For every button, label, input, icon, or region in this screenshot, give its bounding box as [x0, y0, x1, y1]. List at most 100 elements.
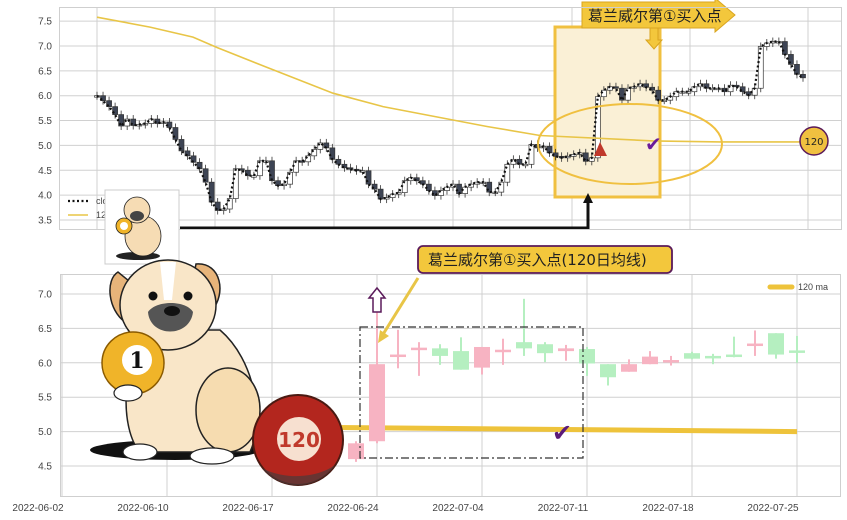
bottom-candle — [789, 350, 805, 353]
bottom-x-tick-label: 2022-06-17 — [222, 503, 274, 514]
top-candle — [788, 54, 794, 65]
arrow-head-icon — [583, 193, 593, 203]
top-candle — [601, 89, 607, 98]
pointer-arrow — [180, 200, 590, 230]
bottom-candle — [705, 355, 721, 359]
top-candle — [782, 41, 788, 55]
bottom-annotation-label: 葛兰威尔第①买入点(120日均线) — [417, 245, 673, 274]
top-candle — [528, 144, 535, 165]
bottom-x-tick-label: 2022-06-24 — [327, 503, 379, 514]
top-candle — [438, 190, 444, 196]
check-mark-icon: ✔ — [552, 419, 572, 447]
ma120-badge: 120 — [799, 126, 829, 156]
pointer-arrow — [380, 277, 420, 337]
top-plot-frame — [59, 7, 842, 230]
bottom-x-axis: 2022-06-02 2022-06-10 2022-06-17 2022-06-24… — [12, 503, 799, 514]
top-candle — [245, 169, 251, 177]
bottom-candle — [474, 346, 490, 368]
arrow-head-icon — [378, 330, 389, 343]
bottom-candle — [348, 443, 364, 460]
top-candle — [214, 201, 221, 211]
top-y-tick-label: 7.5 — [38, 17, 52, 28]
bottom-legend: 120 ma — [767, 282, 828, 292]
top-candle — [413, 177, 420, 182]
bottom-candle — [663, 360, 679, 363]
ball-120-icon: 120 — [252, 394, 344, 486]
bottom-candle — [495, 349, 511, 353]
top-candle — [510, 158, 517, 165]
bottom-candle — [411, 347, 427, 351]
bottom-x-tick-label: 2022-06-02 — [12, 503, 64, 514]
top-candle — [130, 118, 137, 126]
top-candle — [486, 181, 493, 193]
bottom-x-tick-label: 2022-07-25 — [747, 503, 799, 514]
top-y-tick-label: 3.5 — [38, 215, 52, 226]
top-y-tick-label: 5.5 — [38, 116, 52, 127]
top-candle — [516, 158, 523, 165]
top-candles — [94, 37, 806, 215]
top-candle — [196, 161, 203, 170]
top-candle — [317, 142, 324, 150]
ball-1-text: 1 — [129, 348, 144, 374]
top-candle — [106, 100, 112, 107]
bottom-candle — [579, 349, 595, 364]
bottom-ma120-line — [334, 424, 798, 435]
top-candle — [208, 181, 215, 203]
top-candle — [371, 183, 378, 190]
top-candle — [504, 163, 511, 183]
top-candle — [450, 183, 456, 188]
top-y-tick-label: 6.0 — [38, 91, 52, 102]
top-candle — [727, 84, 734, 93]
buy-zone-highlight — [553, 25, 662, 199]
bottom-x-tick-label: 2022-06-10 — [117, 503, 169, 514]
bottom-candle — [621, 364, 637, 372]
bottom-candle — [432, 348, 448, 356]
top-candle — [311, 149, 318, 157]
top-candle — [172, 127, 179, 140]
top-candle — [498, 181, 505, 193]
bottom-x-tick-label: 2022-07-11 — [538, 503, 589, 514]
top-candle — [329, 147, 336, 160]
top-candle — [190, 155, 197, 163]
bottom-y-tick-label: 5.5 — [38, 393, 52, 404]
top-candle — [739, 86, 746, 93]
top-candle — [341, 163, 348, 169]
bottom-candle — [768, 333, 784, 355]
crossing-ellipse — [537, 103, 723, 185]
bottom-y-tick-label: 4.5 — [38, 462, 52, 473]
bottom-candle — [390, 354, 406, 358]
top-candle — [184, 150, 191, 157]
bottom-candle — [642, 356, 658, 365]
red-triangle-marker — [594, 142, 607, 156]
bottom-candle — [537, 344, 553, 354]
bottom-y-tick-label: 5.0 — [38, 427, 52, 438]
top-y-tick-label: 6.5 — [38, 66, 52, 77]
top-y-tick-label: 4.0 — [38, 191, 52, 202]
bottom-candle — [747, 343, 763, 347]
bottom-y-tick-label: 6.0 — [38, 358, 52, 369]
top-y-tick-label: 7.0 — [38, 42, 52, 53]
ball-1-icon: 1 — [101, 331, 165, 395]
top-candle — [251, 175, 257, 178]
top-y-tick-label: 5.0 — [38, 141, 52, 152]
bottom-candle — [726, 354, 742, 358]
top-y-tick-label: 4.5 — [38, 166, 52, 177]
bottom-candle — [558, 348, 574, 352]
ma120-badge-text: 120 — [804, 137, 823, 148]
legend-ma120: 120 ma — [798, 282, 828, 292]
bottom-candle — [684, 353, 700, 359]
bottom-plot-frame — [60, 274, 841, 497]
top-candle — [582, 152, 589, 162]
top-banner-text: 葛兰威尔第①买入点 — [588, 7, 721, 25]
top-candle — [112, 106, 118, 115]
down-arrow-icon — [644, 27, 664, 50]
ball-120-text: 120 — [278, 428, 320, 452]
up-arrow-icon — [367, 286, 387, 313]
top-close-line — [96, 40, 804, 212]
top-candle — [257, 160, 263, 177]
bottom-x-tick-label: 2022-07-18 — [642, 503, 694, 514]
check-mark-icon: ✔ — [645, 132, 662, 156]
consolidation-box — [359, 326, 584, 459]
top-y-axis: 3.5 4.0 4.5 5.0 5.5 6.0 6.5 7.0 7.5 — [38, 17, 52, 227]
